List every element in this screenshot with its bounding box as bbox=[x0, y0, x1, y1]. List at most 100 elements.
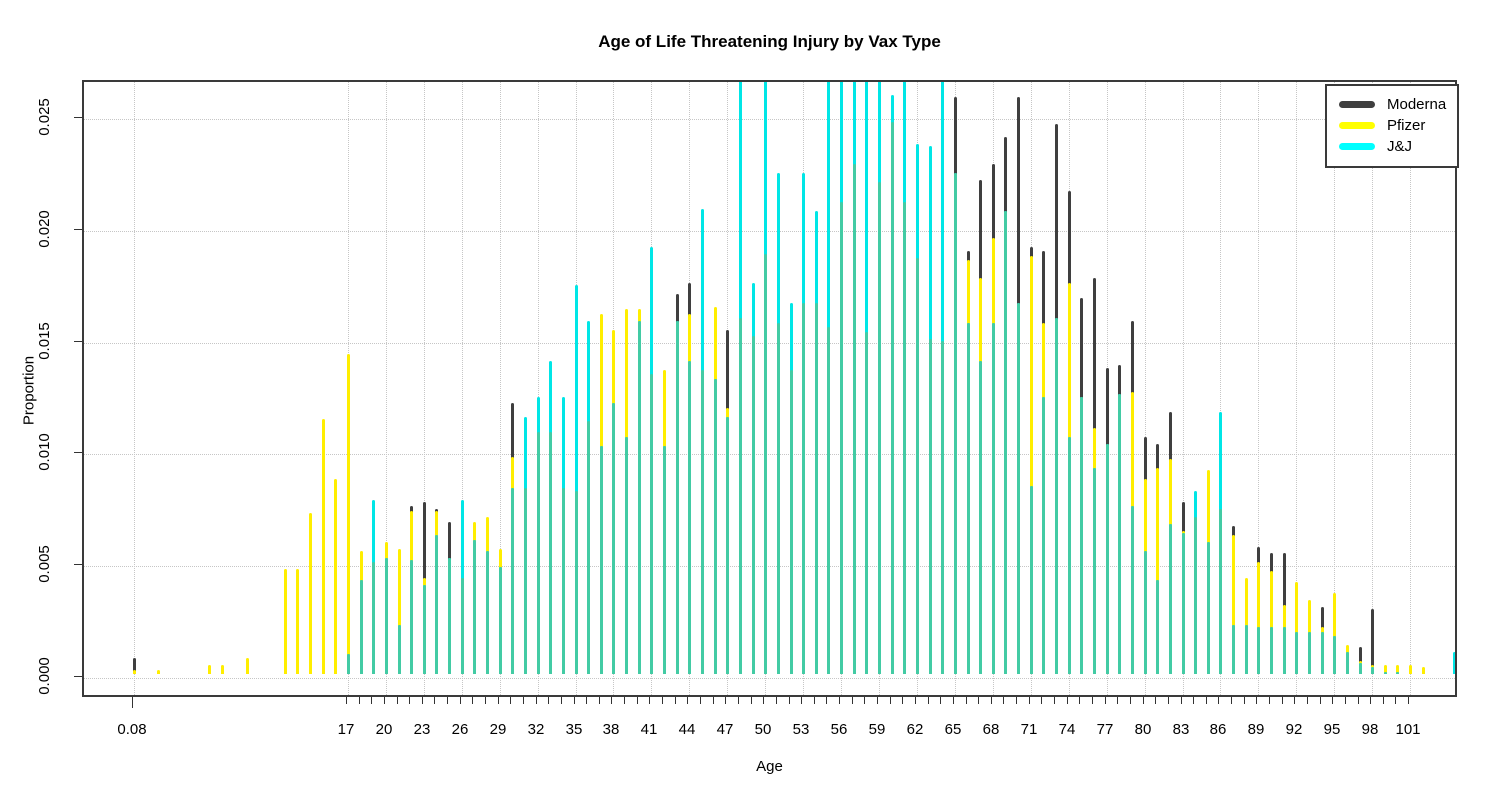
legend-label-pfizer: Pfizer bbox=[1387, 117, 1426, 134]
bar-overlap bbox=[1320, 632, 1324, 674]
x-tick-label: 92 bbox=[1285, 721, 1303, 738]
bar-pfizer bbox=[220, 665, 224, 674]
bar-overlap bbox=[915, 258, 919, 674]
x-axis-minor-tick bbox=[826, 697, 827, 704]
x-tick-label: 62 bbox=[906, 721, 924, 738]
x-axis-minor-tick bbox=[434, 697, 435, 704]
bar-overlap bbox=[687, 361, 691, 674]
x-axis-tick bbox=[1105, 697, 1106, 704]
x-axis-minor-tick bbox=[1041, 697, 1042, 704]
bar-overlap bbox=[1181, 533, 1185, 674]
y-axis-tick bbox=[74, 117, 82, 118]
bar-overlap bbox=[472, 540, 476, 674]
vertical-gridline bbox=[1220, 82, 1221, 695]
x-axis-minor-tick bbox=[599, 697, 600, 704]
x-tick-label: 32 bbox=[527, 721, 545, 738]
x-axis-minor-tick bbox=[1003, 697, 1004, 704]
bar-overlap bbox=[928, 339, 932, 674]
x-axis-minor-tick bbox=[1206, 697, 1207, 704]
x-axis-tick bbox=[687, 697, 688, 704]
bar-overlap bbox=[953, 173, 957, 674]
bar-overlap bbox=[1269, 627, 1273, 674]
x-axis-tick bbox=[132, 697, 133, 708]
bar-overlap bbox=[877, 182, 881, 674]
x-axis-minor-tick bbox=[864, 697, 865, 704]
bar-overlap bbox=[725, 417, 729, 674]
x-axis-minor-tick bbox=[548, 697, 549, 704]
x-tick-label: 77 bbox=[1096, 721, 1114, 738]
pfizer-swatch bbox=[1339, 122, 1375, 129]
x-axis-tick bbox=[384, 697, 385, 704]
x-axis-minor-tick bbox=[384, 697, 385, 704]
x-axis-minor-tick bbox=[675, 697, 676, 704]
x-tick-label: 98 bbox=[1361, 721, 1379, 738]
x-tick-label: 86 bbox=[1209, 721, 1227, 738]
bar-overlap bbox=[826, 327, 830, 674]
bar-moderna bbox=[1358, 647, 1362, 674]
x-axis-tick bbox=[611, 697, 612, 704]
legend-entry: Pfizer bbox=[1339, 115, 1447, 136]
bar-overlap bbox=[991, 323, 995, 674]
x-axis-tick bbox=[574, 697, 575, 704]
bar-overlap bbox=[1345, 652, 1349, 674]
x-axis-minor-tick bbox=[814, 697, 815, 704]
vertical-gridline bbox=[1258, 82, 1259, 695]
x-axis-minor-tick bbox=[1054, 697, 1055, 704]
bar-overlap bbox=[864, 332, 868, 674]
x-axis-minor-tick bbox=[485, 697, 486, 704]
bar-overlap bbox=[649, 374, 653, 674]
x-axis-minor-tick bbox=[637, 697, 638, 704]
x-tick-label: 50 bbox=[754, 721, 772, 738]
x-axis-minor-tick bbox=[662, 697, 663, 704]
x-axis-minor-tick bbox=[1395, 697, 1396, 704]
x-axis-minor-tick bbox=[422, 697, 423, 704]
bar-overlap bbox=[1370, 667, 1374, 674]
bar-overlap bbox=[359, 580, 363, 674]
x-axis-minor-tick bbox=[713, 697, 714, 704]
bar-moderna bbox=[132, 658, 136, 674]
bar-overlap bbox=[1117, 394, 1121, 674]
x-tick-label: 59 bbox=[868, 721, 886, 738]
x-tick-label: 23 bbox=[413, 721, 431, 738]
x-axis-minor-tick bbox=[1130, 697, 1131, 704]
bar-overlap bbox=[1231, 625, 1235, 674]
bar-overlap bbox=[1168, 524, 1172, 674]
x-axis-tick bbox=[1256, 697, 1257, 704]
x-axis-tick bbox=[877, 697, 878, 704]
x-tick-label: 47 bbox=[716, 721, 734, 738]
x-tick-label: 89 bbox=[1247, 721, 1265, 738]
bar-overlap bbox=[801, 303, 805, 674]
bar-overlap bbox=[1244, 625, 1248, 674]
horizontal-gridline bbox=[84, 566, 1455, 567]
x-axis-minor-tick bbox=[789, 697, 790, 704]
horizontal-gridline bbox=[84, 678, 1455, 679]
bar-overlap bbox=[1105, 444, 1109, 674]
x-axis-minor-tick bbox=[611, 697, 612, 704]
x-axis-minor-tick bbox=[1332, 697, 1333, 704]
x-axis-minor-tick bbox=[1307, 697, 1308, 704]
x-axis-minor-tick bbox=[763, 697, 764, 704]
x-tick-label: 101 bbox=[1395, 721, 1421, 738]
bar-pfizer bbox=[308, 513, 312, 674]
bar-overlap bbox=[713, 379, 717, 674]
x-axis-minor-tick bbox=[574, 697, 575, 704]
bar-overlap bbox=[1332, 636, 1336, 674]
x-axis-tick bbox=[498, 697, 499, 704]
x-axis-tick bbox=[536, 697, 537, 704]
x-axis-minor-tick bbox=[852, 697, 853, 704]
x-axis-minor-tick bbox=[1282, 697, 1283, 704]
x-tick-label: 53 bbox=[792, 721, 810, 738]
vertical-gridline bbox=[134, 82, 135, 695]
x-tick-label: 80 bbox=[1134, 721, 1152, 738]
bar-overlap bbox=[1079, 397, 1083, 674]
x-axis-minor-tick bbox=[1408, 697, 1409, 704]
plot-area bbox=[82, 80, 1457, 697]
horizontal-gridline bbox=[84, 119, 1455, 120]
x-axis-tick bbox=[1332, 697, 1333, 704]
bar-pfizer bbox=[283, 569, 287, 674]
bar-overlap bbox=[1155, 580, 1159, 674]
x-axis-minor-tick bbox=[460, 697, 461, 704]
bar-overlap bbox=[637, 321, 641, 674]
y-tick-label: 0.000 bbox=[36, 657, 53, 695]
x-axis-minor-tick bbox=[498, 697, 499, 704]
